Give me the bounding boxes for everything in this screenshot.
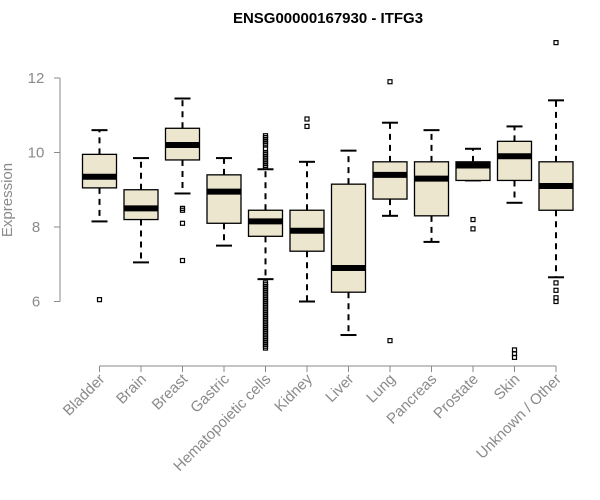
outlier-point xyxy=(470,216,476,223)
category-label: Brain xyxy=(113,371,150,408)
box-skin xyxy=(496,125,533,360)
category-label: Breast xyxy=(149,370,192,413)
outlier-point xyxy=(179,257,186,264)
outlier-point xyxy=(96,297,103,303)
category-label: Liver xyxy=(322,371,357,406)
iqr-box xyxy=(123,189,159,221)
outlier-point xyxy=(304,116,310,122)
box-bladder xyxy=(81,129,118,303)
outlier-point xyxy=(553,298,559,305)
iqr-box xyxy=(81,153,118,189)
box-brain xyxy=(123,157,159,264)
outlier-point xyxy=(553,287,559,293)
outlier-point xyxy=(179,207,186,213)
box-breast xyxy=(164,97,201,264)
outlier-point xyxy=(511,354,518,360)
box-lung xyxy=(372,79,408,344)
iqr-box xyxy=(330,183,367,293)
category-label: Bladder xyxy=(60,371,109,420)
box-hematopoietic-cells xyxy=(247,133,284,351)
iqr-box xyxy=(496,140,533,182)
outlier-point xyxy=(262,345,269,351)
outlier-point xyxy=(387,338,393,344)
chart-title: ENSG00000167930 - ITFG3 xyxy=(233,10,423,27)
iqr-box xyxy=(413,161,450,217)
box-gastric xyxy=(206,157,242,247)
box-unknown-other xyxy=(538,40,574,305)
box-liver xyxy=(330,149,367,337)
iqr-box xyxy=(372,161,408,200)
outlier-point xyxy=(470,226,476,232)
outlier-point xyxy=(387,79,393,85)
box-kidney xyxy=(289,116,325,303)
y-tick-label: 10 xyxy=(28,145,45,162)
outlier-point xyxy=(553,280,559,286)
iqr-box xyxy=(206,174,242,224)
box-prostate xyxy=(455,147,491,232)
y-axis: 6 8 10 12 xyxy=(28,70,61,311)
outlier-point xyxy=(262,164,269,170)
boxes-group xyxy=(81,40,574,360)
outlier-point xyxy=(553,40,559,46)
category-label: Kidney xyxy=(271,370,316,415)
category-label: Skin xyxy=(491,371,524,404)
category-label: Prostate xyxy=(430,371,482,423)
y-tick-label: 8 xyxy=(32,219,40,236)
y-axis-label: Expression xyxy=(0,163,16,237)
category-label: Lung xyxy=(363,371,399,407)
box-pancreas xyxy=(413,129,450,243)
x-axis xyxy=(99,365,557,372)
outlier-point xyxy=(179,220,186,226)
outlier-point xyxy=(304,123,310,130)
y-tick-label: 12 xyxy=(28,70,45,87)
y-tick-label: 6 xyxy=(32,294,40,311)
